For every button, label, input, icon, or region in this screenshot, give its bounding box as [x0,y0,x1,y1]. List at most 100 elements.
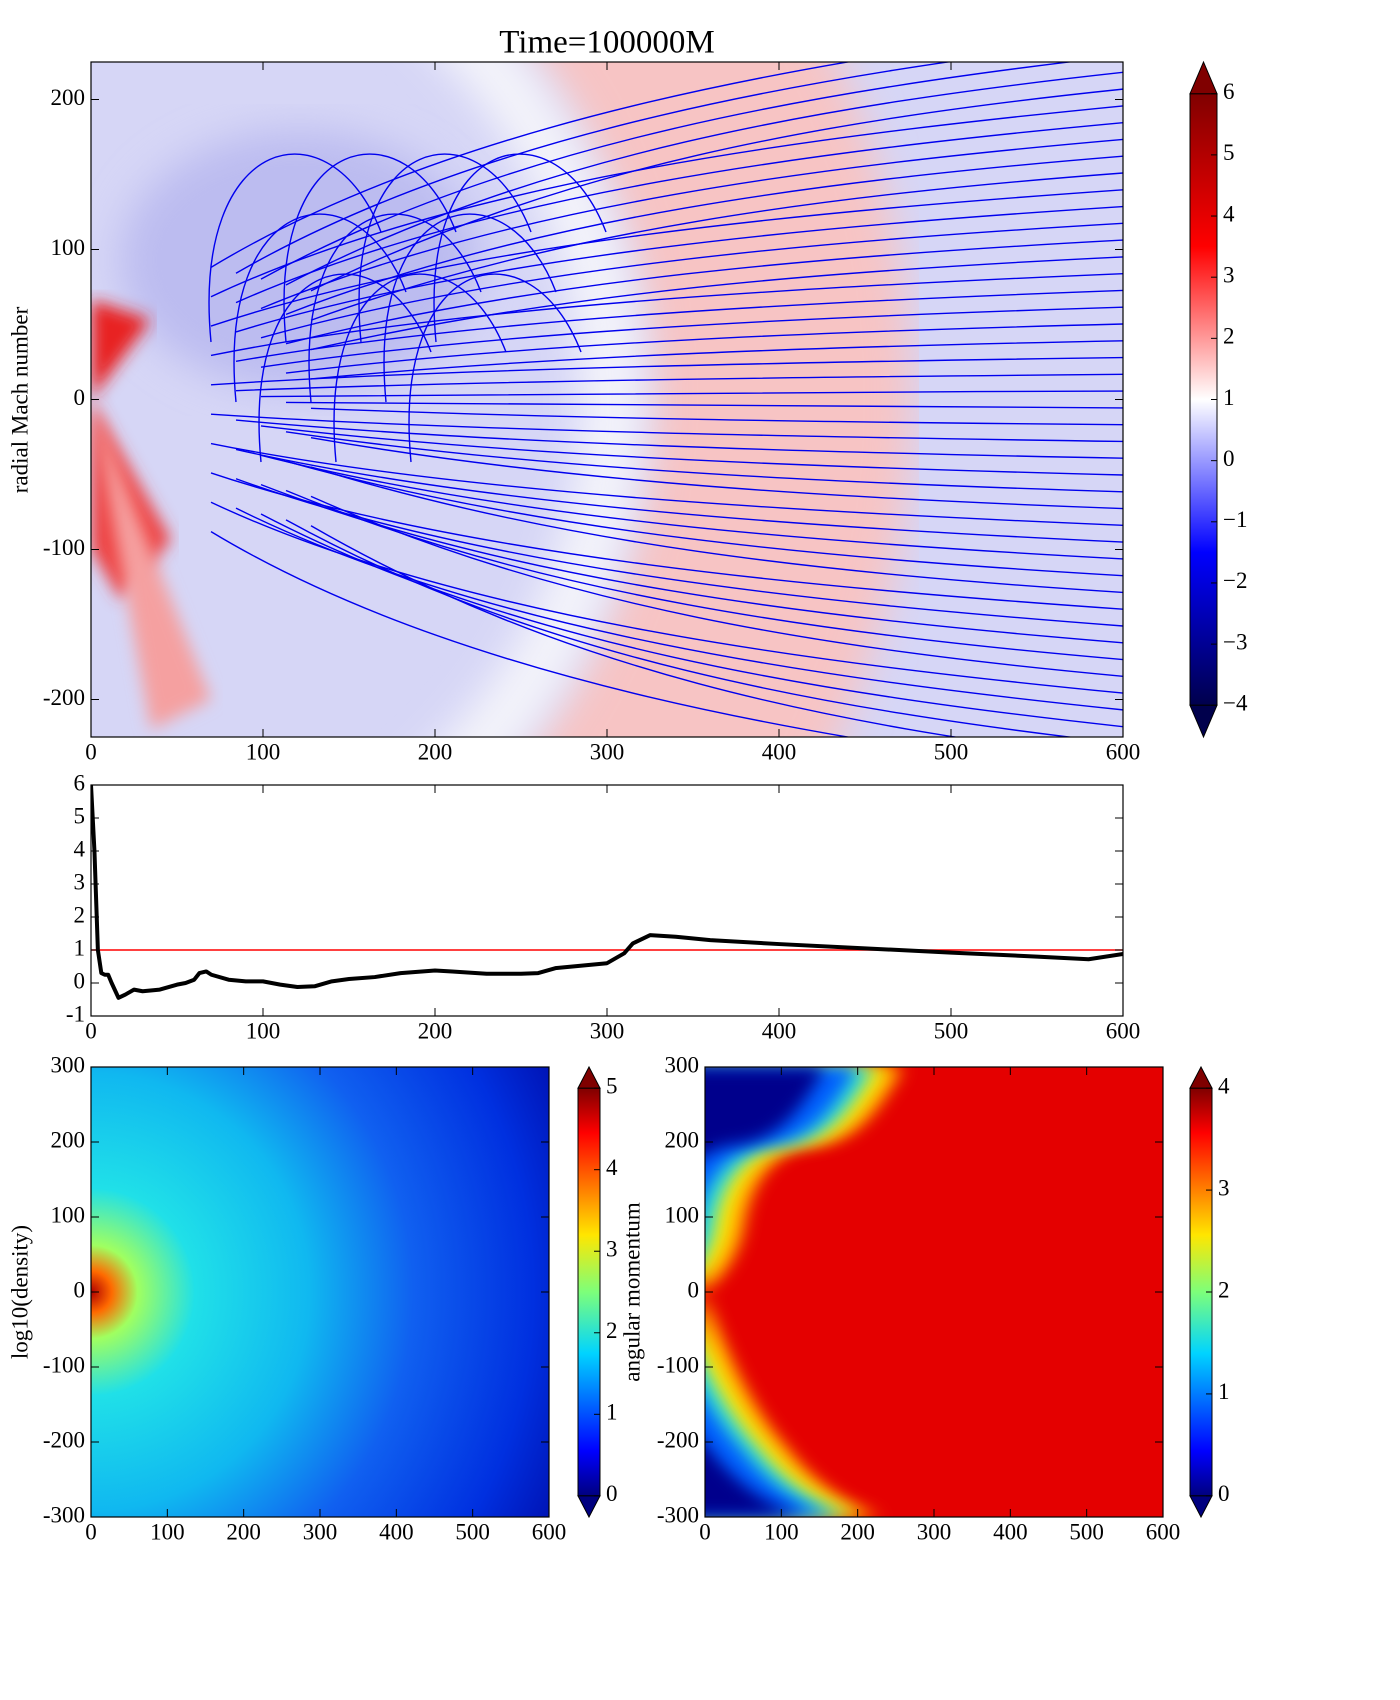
y-tick-label: 0 [74,968,86,993]
colorbar-tick-label: 2 [1218,1277,1230,1302]
y-tick-label: 100 [51,1202,86,1227]
x-tick-label: 500 [1069,1519,1104,1544]
streamline [283,153,457,343]
y-tick-label: 0 [688,1277,700,1302]
streamline [310,340,1123,380]
streamline [358,153,532,343]
colorbar-tick-label: −1 [1223,507,1247,532]
streamline [308,213,482,403]
x-tick-label: 300 [590,739,625,764]
x-tick-label: 600 [1146,1519,1181,1544]
x-tick-label: 500 [934,739,969,764]
x-tick-label: 200 [418,739,453,764]
colorbar-tick-label: 4 [606,1155,618,1180]
streamline [310,525,960,737]
y-tick-label: 4 [74,836,86,861]
x-tick-label: 400 [762,1018,797,1043]
streamline [260,62,1075,280]
y-tick-label: -300 [657,1502,699,1527]
colorbar-tick-label: 1 [606,1400,618,1425]
streamline [285,519,1075,737]
y-tick-label: 1 [74,935,86,960]
colorbar-extend [1189,1495,1213,1519]
streamline [260,454,1123,560]
x-tick-label: 0 [699,1519,711,1544]
x-tick-label: 100 [764,1519,799,1544]
y-axis-label: log10(density) [7,1225,32,1359]
colorbar-tick-label: 3 [1218,1175,1230,1200]
streamline [210,531,852,737]
colorbar-tick-label: 6 [1223,79,1235,104]
streamline [210,413,1123,443]
y-tick-label: 100 [665,1202,700,1227]
x-tick-label: 600 [1106,1018,1141,1043]
x-tick-label: 400 [379,1519,414,1544]
x-tick-label: 300 [917,1519,952,1544]
colorbar-tick-label: 1 [1218,1379,1230,1404]
plot-area [91,1067,549,1517]
streamline [210,272,1123,357]
x-tick-label: 300 [303,1519,338,1544]
colorbar-tick-label: −3 [1223,629,1247,654]
chart-title: Time=100000M [499,25,714,61]
streamline [285,431,1123,493]
colorbar-tick-label: −2 [1223,568,1247,593]
colorbar-tick-label: 2 [606,1318,618,1343]
x-tick-label: 600 [532,1519,567,1544]
streamline [310,407,1123,426]
streamline [383,213,557,403]
y-tick-label: -100 [43,535,85,560]
streamline [235,373,1123,392]
x-tick-label: 100 [246,739,281,764]
streamline [258,273,432,463]
colorbar-tick-label: 0 [1218,1481,1230,1506]
y-tick-label: 200 [51,1127,86,1152]
x-tick-label: 200 [226,1519,261,1544]
y-tick-label: 300 [51,1052,86,1077]
colorbar-tick-label: 4 [1223,201,1235,226]
x-tick-label: 500 [455,1519,490,1544]
x-tick-label: 500 [934,1018,969,1043]
colorbar-tick-label: 0 [1223,446,1235,471]
y-tick-label: 0 [74,385,86,410]
y-tick-label: -100 [657,1352,699,1377]
streamline [310,88,1123,292]
streamline [235,507,1123,711]
streamline [260,306,1123,368]
x-tick-label: 0 [85,1018,97,1043]
y-tick-label: -100 [43,1352,85,1377]
streamline [285,239,1123,345]
streamline [285,71,1123,286]
x-tick-label: 200 [418,1018,453,1043]
streamline [233,213,407,403]
streamline [235,289,1123,363]
colorbar-tick-label: 5 [1223,140,1235,165]
x-tick-label: 600 [1106,739,1141,764]
streamline [210,442,1123,527]
x-tick-label: 200 [840,1519,875,1544]
x-tick-label: 100 [150,1519,185,1544]
streamline [235,62,953,274]
streamline [235,121,1123,304]
heatmap-field [91,1067,549,1517]
colorbar-tick-label: 0 [606,1481,618,1506]
y-tick-label: -1 [66,1001,85,1026]
streamline [285,460,1123,577]
y-tick-label: 200 [665,1127,700,1152]
heatmap-field [91,399,211,730]
x-tick-label: 400 [993,1519,1028,1544]
streamline [210,189,1123,327]
heatmap-field [705,1067,905,1517]
x-tick-label: 0 [85,1519,97,1544]
streamline [260,425,1123,476]
colorbar-tick-label: 3 [1223,262,1235,287]
x-tick-label: 300 [590,1018,625,1043]
colorbar-tick-label: −4 [1223,691,1248,716]
y-tick-label: -300 [43,1502,85,1527]
y-tick-label: 100 [51,235,86,260]
streamline [285,155,1123,316]
y-tick-label: -200 [43,1427,85,1452]
colorbar-tick-label: 2 [1223,324,1235,349]
colorbar-extend [1189,704,1218,739]
streamline [235,419,1123,459]
